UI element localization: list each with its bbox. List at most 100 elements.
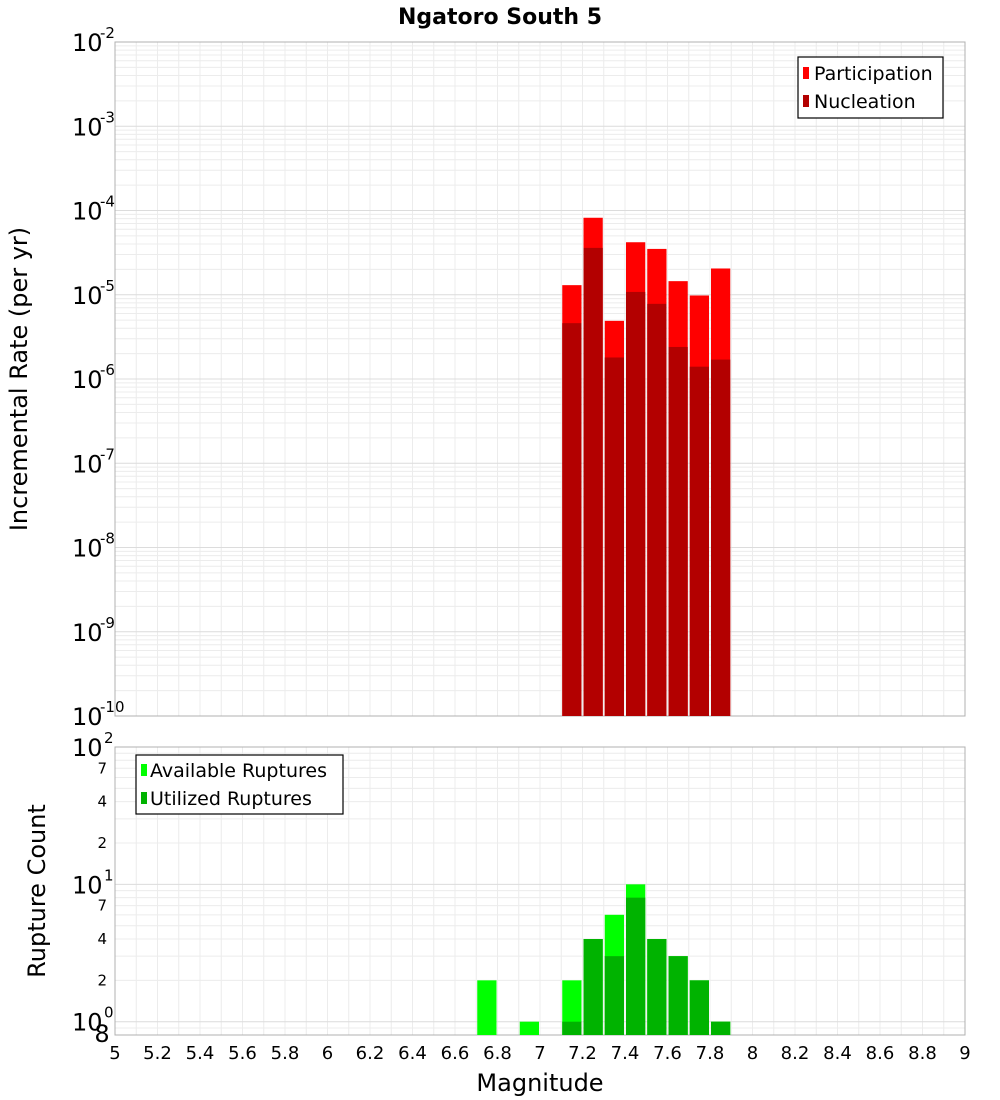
top-bar-secondary	[647, 303, 667, 716]
top-bars	[562, 217, 731, 717]
chart-title: Ngatoro South 5	[398, 5, 602, 30]
bottom-bar-secondary	[562, 1021, 582, 1035]
top-y-axis-label: Incremental Rate (per yr)	[5, 227, 33, 531]
top-y-tick: 10-3	[72, 108, 115, 141]
x-tick-label: 5.8	[271, 1043, 300, 1064]
bottom-bar-secondary	[604, 956, 624, 1035]
legend-label-nucleation: Nucleation	[814, 91, 916, 113]
top-bar-secondary	[711, 359, 731, 716]
bottom-y-tick-exponent: 0	[104, 1004, 114, 1022]
top-y-tick-base: 10	[72, 113, 103, 141]
bottom-y-tick: 10 2	[72, 729, 114, 762]
top-y-tick: 10-6	[72, 361, 115, 394]
bottom-y-floor-tick: 8	[94, 1020, 109, 1048]
bottom-bar-primary	[519, 1021, 539, 1035]
legend-label-available: Available Ruptures	[150, 760, 327, 782]
top-bar-secondary	[562, 323, 582, 716]
top-y-tick-base: 10	[72, 619, 103, 647]
top-bar-secondary	[604, 357, 624, 716]
bottom-y-tick-base: 10	[72, 871, 103, 899]
x-tick-label: 6.6	[441, 1043, 470, 1064]
x-tick-label: 9	[959, 1043, 970, 1064]
top-y-tick-base: 10	[72, 450, 103, 478]
bottom-y-minor-tick: 4	[97, 930, 107, 948]
bottom-y-tick-base: 10	[72, 734, 103, 762]
top-bar-secondary	[689, 366, 709, 716]
x-tick-label: 5.2	[143, 1043, 172, 1064]
bottom-bars	[477, 884, 731, 1035]
top-y-tick-exponent: -7	[100, 445, 115, 463]
bottom-bar-secondary	[711, 1021, 731, 1035]
top-gridlines	[115, 42, 965, 717]
top-y-tick-base: 10	[72, 535, 103, 563]
top-y-tick: 10-5	[72, 277, 115, 310]
top-y-tick-base: 10	[72, 29, 103, 57]
top-y-tick: 10-8	[72, 530, 115, 563]
top-y-tick-exponent: -2	[100, 24, 115, 42]
x-tick-label: 6	[322, 1043, 333, 1064]
top-y-tick-exponent: -4	[100, 193, 115, 211]
x-tick-label: 6.4	[398, 1043, 427, 1064]
legend-label-utilized: Utilized Ruptures	[150, 788, 312, 810]
bottom-y-minor-tick: 7	[97, 759, 107, 777]
x-tick-label: 5.6	[228, 1043, 257, 1064]
bottom-legend: Available Ruptures Utilized Ruptures	[135, 754, 344, 815]
x-tick-label: 5	[109, 1043, 120, 1064]
bottom-bar-secondary	[668, 956, 688, 1035]
bottom-legend-box	[135, 754, 344, 815]
bottom-y-minor-tick: 7	[97, 897, 107, 915]
top-y-tick-exponent: -10	[100, 698, 125, 716]
x-tick-labels: 5 5.2 5.4 5.6 5.8 6 6.2 6.4 6.6 6.8 7 7.2 7.4 7.6 7.8 8…	[109, 1043, 970, 1064]
x-tick-label: 7.6	[653, 1043, 682, 1064]
x-tick-label: 8.2	[781, 1043, 810, 1064]
top-y-tick: 10-2	[72, 24, 115, 57]
bottom-y-tick-exponent: 2	[104, 729, 114, 747]
bottom-plot-frame	[114, 746, 966, 1036]
top-y-tick-base: 10	[72, 198, 103, 226]
top-y-tick: 10-7	[72, 445, 115, 478]
bottom-y-minor-tick: 2	[97, 971, 107, 989]
top-y-tick: 10-10	[72, 698, 125, 731]
top-bar-secondary	[626, 291, 646, 716]
bottom-y-tick: 10 1	[72, 866, 114, 899]
x-tick-label: 7	[534, 1043, 545, 1064]
bottom-y-tick-base: 10	[72, 1009, 103, 1037]
bottom-y-minor-tick: 4	[97, 793, 107, 811]
x-tick-label: 8.4	[823, 1043, 852, 1064]
top-y-tick: 10-4	[72, 193, 115, 226]
top-y-tick-base: 10	[72, 703, 103, 731]
bottom-y-tick-exponent: 1	[104, 866, 114, 884]
top-plot-frame	[114, 41, 966, 717]
top-y-tick: 10-9	[72, 614, 115, 647]
x-axis-label: Magnitude	[476, 1069, 603, 1097]
bottom-y-axis-label: Rupture Count	[23, 804, 51, 978]
x-tick-label: 8.6	[866, 1043, 895, 1064]
legend-swatch-nucleation	[803, 95, 809, 107]
legend-swatch-available	[141, 764, 147, 776]
top-y-tick-exponent: -9	[100, 614, 115, 632]
top-y-tick-exponent: -3	[100, 108, 115, 126]
x-tick-label: 5.4	[186, 1043, 215, 1064]
top-y-tick-base: 10	[72, 366, 103, 394]
bottom-bar-secondary	[583, 939, 603, 1035]
bottom-bar-primary	[562, 980, 582, 1035]
top-y-tick-exponent: -6	[100, 361, 115, 379]
x-tick-label: 8	[747, 1043, 758, 1064]
top-legend: Participation Nucleation	[797, 56, 944, 119]
legend-swatch-utilized	[141, 792, 147, 804]
bottom-bar-secondary	[626, 897, 646, 1035]
top-y-tick-exponent: -5	[100, 277, 115, 295]
top-legend-box	[797, 56, 944, 119]
bottom-bar-secondary	[689, 980, 709, 1035]
bottom-y-tick: 10 0	[72, 1004, 114, 1037]
bottom-y-minor-tick: 2	[97, 834, 107, 852]
x-tick-label: 6.2	[356, 1043, 385, 1064]
x-tick-label: 7.2	[568, 1043, 597, 1064]
x-tick-label: 7.4	[611, 1043, 640, 1064]
top-bar-secondary	[668, 346, 688, 716]
top-bar-secondary	[583, 247, 603, 716]
